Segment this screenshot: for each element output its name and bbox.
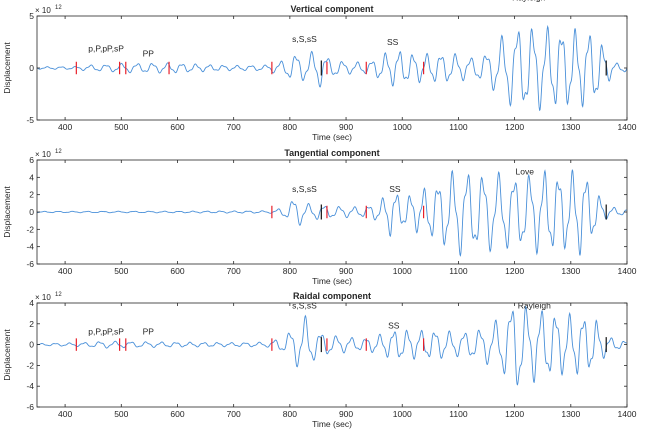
phase-annotation: SS <box>387 37 399 47</box>
y-tick-label: 0 <box>29 63 34 73</box>
x-axis-label: Time (sec) <box>312 276 352 286</box>
plot-area <box>37 16 627 120</box>
x-tick-label: 1400 <box>618 266 637 276</box>
x-tick-label: 1200 <box>505 266 524 276</box>
x-tick-label: 1200 <box>505 409 524 419</box>
phase-annotation: p,P,pP,sP <box>88 327 124 337</box>
y-tick-label: -4 <box>26 381 34 391</box>
x-tick-label: 1300 <box>561 266 580 276</box>
phase-annotation: Rayleigh <box>518 301 551 311</box>
x-tick-label: 1300 <box>561 122 580 132</box>
phase-annotation: SS <box>388 320 400 330</box>
x-tick-label: 1200 <box>505 122 524 132</box>
x-tick-label: 1300 <box>561 409 580 419</box>
y-exponent-base: × 10 <box>35 293 51 302</box>
x-tick-label: 1100 <box>449 409 468 419</box>
plot-area <box>37 160 627 264</box>
phase-annotation: s,S,sS <box>292 34 317 44</box>
chart-title: Vertical component <box>290 4 373 14</box>
y-tick-label: -6 <box>26 402 34 412</box>
y-axis-label: Displacement <box>2 186 12 238</box>
x-axis-label: Time (sec) <box>312 132 352 142</box>
x-tick-label: 400 <box>58 409 72 419</box>
x-tick-label: 600 <box>170 122 184 132</box>
x-tick-label: 600 <box>170 266 184 276</box>
x-tick-label: 500 <box>114 409 128 419</box>
phase-annotation: Love <box>516 167 535 177</box>
chart-panel-3: 400 500 600 700 800 900 1000 1100 1200 1300 1400 -6… <box>2 291 637 429</box>
y-tick-label: 2 <box>29 190 34 200</box>
y-exponent-base: × 10 <box>35 6 51 15</box>
x-tick-label: 800 <box>283 122 297 132</box>
phase-annotation: PP <box>143 49 155 59</box>
chart-title: Tangential component <box>284 148 379 158</box>
x-tick-label: 700 <box>227 409 241 419</box>
x-tick-label: 700 <box>227 122 241 132</box>
x-tick-label: 800 <box>283 409 297 419</box>
waveform-line <box>37 169 627 257</box>
axes-box <box>36 302 628 408</box>
y-axis-label: Displacement <box>2 329 12 381</box>
y-tick-label: 6 <box>29 155 34 165</box>
y-tick-label: -5 <box>26 115 34 125</box>
x-tick-label: 1100 <box>449 266 468 276</box>
y-exponent-base: × 10 <box>35 150 51 159</box>
y-tick-label: -2 <box>26 224 34 234</box>
x-tick-label: 700 <box>227 266 241 276</box>
x-tick-label: 1000 <box>393 266 412 276</box>
x-tick-label: 500 <box>114 122 128 132</box>
y-exponent-power: 12 <box>55 149 62 155</box>
y-tick-label: 4 <box>29 172 34 182</box>
x-tick-label: 900 <box>339 409 353 419</box>
phase-annotation: s,S,sS <box>292 184 317 194</box>
x-tick-label: 600 <box>170 409 184 419</box>
y-tick-label: -2 <box>26 360 34 370</box>
chart-panel-2: 400 500 600 700 800 900 1000 1100 1200 1300 1400 -6… <box>2 148 637 286</box>
x-tick-label: 500 <box>114 266 128 276</box>
x-tick-label: 1400 <box>618 409 637 419</box>
x-tick-label: 900 <box>339 122 353 132</box>
x-tick-label: 900 <box>339 266 353 276</box>
x-tick-label: 400 <box>58 266 72 276</box>
phase-annotation: PP <box>143 327 155 337</box>
y-axis-label: Displacement <box>2 42 12 94</box>
x-axis-label: Time (sec) <box>312 419 352 429</box>
phase-annotation: SS <box>389 184 401 194</box>
y-tick-label: 5 <box>29 11 34 21</box>
x-tick-label: 1000 <box>393 122 412 132</box>
phase-annotation: Rayleigh <box>512 0 545 2</box>
y-tick-label: 0 <box>29 207 34 217</box>
y-tick-label: 0 <box>29 340 34 350</box>
y-tick-label: -4 <box>26 242 34 252</box>
x-tick-label: 400 <box>58 122 72 132</box>
y-exponent-power: 12 <box>55 292 62 298</box>
y-exponent-power: 12 <box>55 5 62 11</box>
chart-title: Raidal component <box>293 291 371 301</box>
chart-panel-1: 400 500 600 700 800 900 1000 1100 1200 1300 1400 -5… <box>2 0 637 142</box>
x-tick-label: 1100 <box>449 122 468 132</box>
waveform-line <box>37 24 627 112</box>
plot-area <box>37 303 627 407</box>
phase-annotation: p,P,pP,sP <box>88 43 124 53</box>
waveform-line <box>37 305 627 386</box>
phase-annotation: s,S,sS <box>292 301 317 311</box>
y-tick-label: -6 <box>26 259 34 269</box>
x-tick-label: 800 <box>283 266 297 276</box>
y-tick-label: 2 <box>29 319 34 329</box>
x-tick-label: 1400 <box>618 122 637 132</box>
y-tick-label: 4 <box>29 298 34 308</box>
x-tick-label: 1000 <box>393 409 412 419</box>
